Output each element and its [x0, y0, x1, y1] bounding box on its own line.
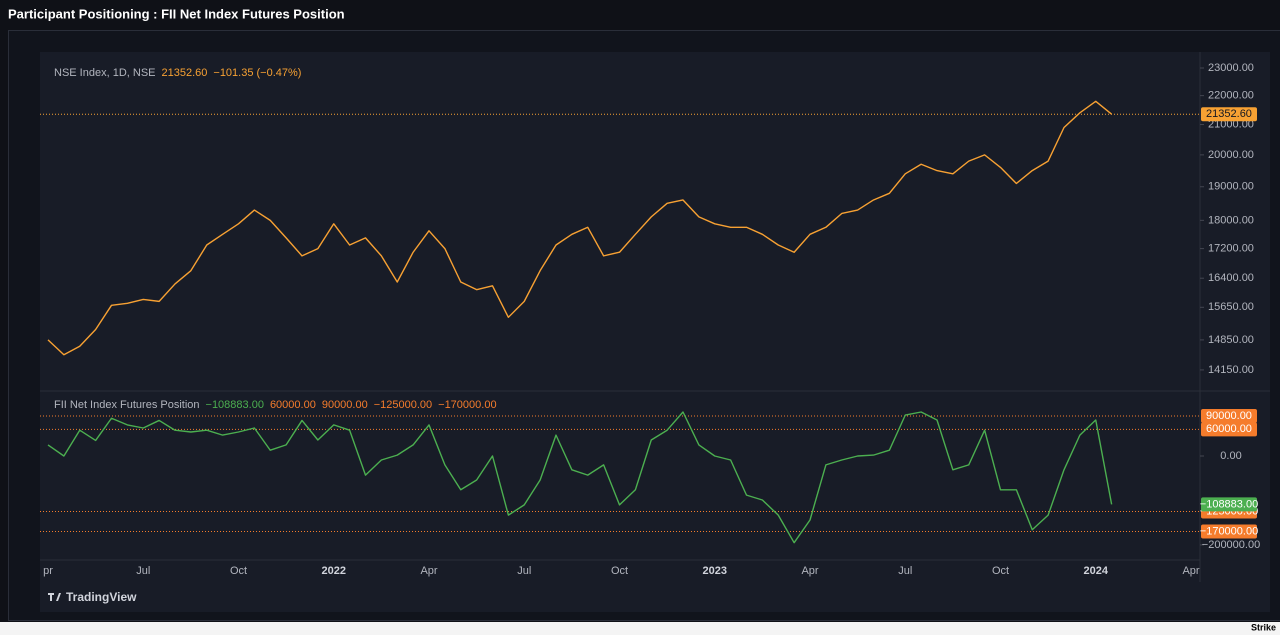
price-label-box [1201, 524, 1257, 539]
price-label: 60000.00 [1206, 423, 1252, 435]
legend-text: 90000.00 [322, 399, 368, 411]
y-tick-label: 22000.00 [1208, 90, 1254, 102]
x-tick-label: Jul [136, 565, 150, 577]
price-label-box [1201, 422, 1257, 437]
price-label-box [1201, 409, 1257, 423]
legend-text: −125000.00 [374, 399, 432, 411]
series-line [47, 100, 1113, 356]
x-tick-label: Apr [420, 565, 437, 577]
y-tick-label: 14150.00 [1208, 364, 1254, 376]
y-tick-label: 19000.00 [1208, 181, 1254, 193]
y-tick-label: 21000.00 [1208, 118, 1254, 130]
x-tick-label: Jul [898, 565, 912, 577]
y-tick-label: 20000.00 [1208, 149, 1254, 161]
legend-text: −108883.00 [206, 399, 264, 411]
y-tick-label: 0.00 [1220, 450, 1241, 462]
y-tick-label: 16400.00 [1208, 272, 1254, 284]
page-title: Participant Positioning : FII Net Index … [8, 6, 345, 21]
price-label: −108883.00 [1200, 498, 1258, 510]
series-line [47, 411, 1113, 544]
y-tick-label: 18000.00 [1208, 214, 1254, 226]
x-tick-label: Oct [992, 565, 1009, 577]
x-tick-label: Apr [801, 565, 818, 577]
price-label: 21352.60 [1206, 108, 1252, 120]
legend-text: 60000.00 [270, 399, 316, 411]
price-label-box [1201, 107, 1257, 122]
x-tick-label: Jul [517, 565, 531, 577]
y-tick-label: 15650.00 [1208, 301, 1254, 313]
price-label: −170000.00 [1200, 525, 1258, 537]
brand-logo [48, 593, 61, 601]
y-tick-label: 14850.00 [1208, 334, 1254, 346]
x-tick-label: pr [43, 565, 53, 577]
x-tick-label: Oct [611, 565, 628, 577]
y-tick-label: 23000.00 [1208, 62, 1254, 74]
footer-text: Strike [1251, 622, 1276, 632]
chart-area [40, 52, 1270, 612]
x-tick-label: Oct [230, 565, 247, 577]
price-label: 90000.00 [1206, 410, 1252, 422]
x-tick-label: 2024 [1084, 565, 1109, 577]
legend-text: −101.35 (−0.47%) [213, 67, 301, 79]
legend-text: FII Net Index Futures Position [54, 399, 200, 411]
brand: TradingView [48, 590, 137, 604]
brand-name: TradingView [66, 590, 137, 604]
y-tick-label: −200000.00 [1202, 539, 1260, 551]
y-tick-label: 17200.00 [1208, 243, 1254, 255]
x-tick-label: Apr [1182, 565, 1199, 577]
price-label-box [1201, 497, 1257, 512]
footer-bar [0, 622, 1280, 635]
x-tick-label: 2022 [322, 565, 346, 577]
x-tick-label: 2023 [703, 565, 727, 577]
legend-text: NSE Index, 1D, NSE [54, 67, 156, 79]
legend-text: 21352.60 [162, 67, 208, 79]
legend-text: −170000.00 [438, 399, 496, 411]
